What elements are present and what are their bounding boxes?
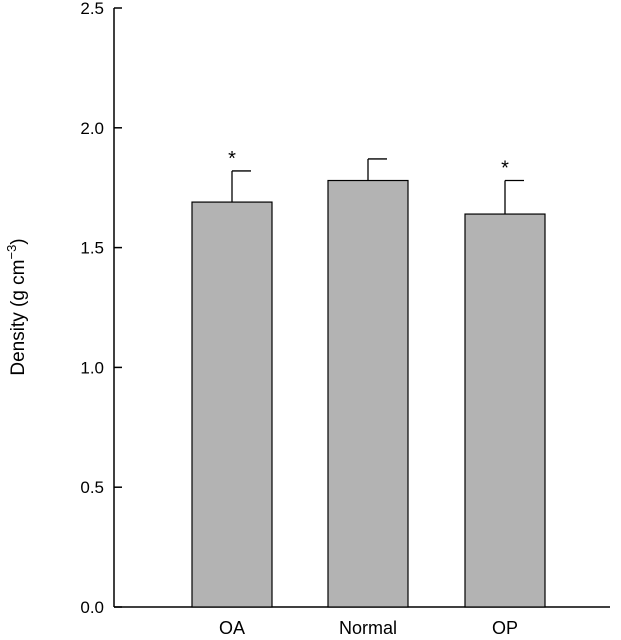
x-category-label: OP <box>492 618 518 638</box>
y-tick-label: 0.5 <box>80 478 104 497</box>
significance-marker: * <box>228 148 236 170</box>
bar-normal <box>327 179 409 608</box>
y-tick-label: 1.0 <box>80 358 104 377</box>
x-category-label: OA <box>219 618 245 638</box>
y-axis-title-close: ) <box>8 238 29 244</box>
y-axis-title-main: Density (g cm <box>8 260 29 376</box>
significance-marker: * <box>501 158 509 180</box>
bar-oa <box>191 201 273 608</box>
y-tick-label: 0.0 <box>80 598 104 617</box>
y-tick-label: 2.0 <box>80 119 104 138</box>
y-axis-title-superscript: −3 <box>4 245 19 260</box>
y-tick-label: 2.5 <box>80 0 104 18</box>
x-category-label: Normal <box>339 618 397 638</box>
y-tick-label: 1.5 <box>80 239 104 258</box>
bar-op <box>464 213 546 608</box>
y-axis-title: Density (g cm−3) <box>4 238 29 375</box>
bars <box>191 158 546 608</box>
labels: 0.0 0.5 1.0 1.5 2.0 2.5 * OA Normal * OP <box>80 0 518 638</box>
